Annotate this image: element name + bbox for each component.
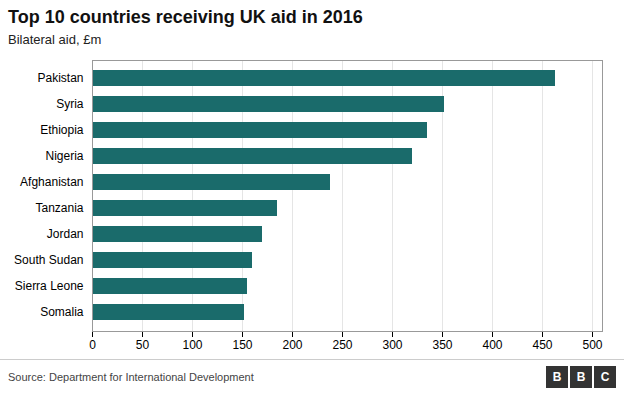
svg-text:Jordan: Jordan (47, 227, 84, 241)
html-text:Bilateral aid, £m: Bilateral aid, £m (8, 32, 102, 47)
svg-text:350: 350 (432, 338, 452, 352)
svg-text:400: 400 (482, 338, 502, 352)
html-text:C: C (600, 369, 610, 384)
html-text:B: B (576, 369, 586, 384)
svg-text:Syria: Syria (56, 97, 84, 111)
svg-text:450: 450 (532, 338, 552, 352)
svg-text:0: 0 (89, 338, 96, 352)
svg-text:100: 100 (182, 338, 202, 352)
svg-text:Sierra Leone: Sierra Leone (15, 279, 84, 293)
svg-text:Pakistan: Pakistan (37, 71, 83, 85)
html-text:Top 10 countries receiving UK: Top 10 countries receiving UK aid in 201… (8, 7, 363, 27)
svg-text:200: 200 (282, 338, 302, 352)
svg-text:250: 250 (332, 338, 352, 352)
svg-text:300: 300 (382, 338, 402, 352)
svg-text:Ethiopia: Ethiopia (40, 123, 84, 137)
svg-text:Somalia: Somalia (40, 305, 84, 319)
html-text:B: B (552, 369, 562, 384)
svg-text:500: 500 (582, 338, 602, 352)
svg-text:South Sudan: South Sudan (14, 253, 83, 267)
svg-text:Nigeria: Nigeria (45, 149, 83, 163)
svg-text:150: 150 (232, 338, 252, 352)
svg-text:50: 50 (136, 338, 150, 352)
svg-text:Afghanistan: Afghanistan (20, 175, 83, 189)
html-text:Source: Department for Interna: Source: Department for International Dev… (8, 370, 254, 383)
svg-text:Tanzania: Tanzania (35, 201, 83, 215)
